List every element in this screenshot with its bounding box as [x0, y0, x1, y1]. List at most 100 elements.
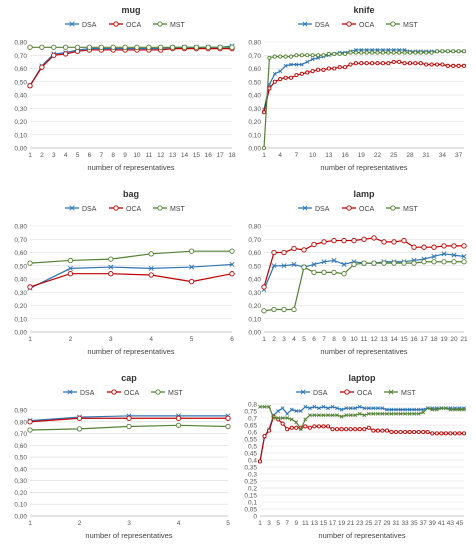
data-point-OCA: [339, 427, 344, 432]
x-tick-label: 1: [262, 336, 266, 343]
data-point-OCA: [310, 69, 315, 74]
data-point-MST: [412, 411, 417, 416]
x-tick-label: 1: [262, 152, 266, 159]
data-point-MST: [434, 49, 440, 54]
y-tick-label: 0,40: [248, 277, 261, 284]
data-point-OCA: [366, 425, 371, 430]
data-point-OCA: [456, 63, 461, 68]
data-point-DSA: [272, 71, 277, 76]
y-tick-label: 0,70: [14, 431, 27, 438]
x-tick-label: 25: [390, 152, 398, 159]
data-point-OCA: [126, 415, 132, 421]
data-point-DSA: [312, 404, 317, 409]
data-point-MST: [348, 413, 353, 418]
y-tick-label: 0,50: [248, 263, 261, 270]
data-point-MST: [375, 50, 380, 55]
series-OCA: [261, 235, 467, 290]
x-tick-label: 6: [230, 336, 234, 343]
data-point-OCA: [430, 431, 435, 436]
x-tick-label: 14: [181, 152, 189, 159]
chart-panel-laptop: laptop DSA OCA MST 00,050,10,150,20,250,30,3…: [244, 373, 467, 540]
data-point-MST: [146, 44, 152, 50]
series-OCA: [257, 414, 467, 464]
data-point-MST: [126, 423, 132, 430]
data-point-DSA: [403, 407, 407, 412]
data-point-OCA: [325, 424, 331, 429]
data-point-MST: [317, 413, 321, 418]
x-tick-label: 21: [460, 336, 468, 343]
data-point-MST: [421, 259, 427, 265]
data-point-OCA: [285, 427, 290, 432]
y-tick-label: 0,50: [14, 79, 27, 86]
data-point-DSA: [294, 409, 299, 413]
x-tick-label: 37: [455, 152, 463, 159]
data-point-OCA: [62, 51, 69, 57]
chart-title: mug: [122, 5, 141, 15]
series-line-MST: [263, 261, 464, 312]
y-tick-label: 0,6: [248, 430, 257, 437]
data-point-OCA: [421, 429, 426, 435]
data-point-OCA: [316, 67, 321, 72]
data-point-OCA: [412, 429, 417, 435]
data-point-OCA: [51, 52, 57, 58]
y-tick-label: 0,00: [14, 330, 27, 337]
data-point-MST: [371, 411, 376, 416]
data-point-MST: [108, 256, 114, 262]
y-tick-label: 0,80: [248, 224, 261, 231]
data-point-MST: [462, 407, 466, 412]
x-tick-label: 14: [390, 336, 398, 343]
data-point-DSA: [108, 264, 114, 270]
y-tick-label: 0,40: [14, 466, 27, 473]
y-tick-label: 0,70: [248, 53, 261, 60]
data-point-OCA: [307, 425, 312, 430]
data-point-MST: [148, 251, 154, 257]
legend: DSA OCA MST: [298, 21, 419, 29]
data-point-DSA: [380, 406, 385, 411]
x-tick-label: 35: [411, 520, 419, 527]
data-point-MST: [337, 51, 342, 56]
data-point-MST: [424, 50, 429, 55]
data-point-OCA: [375, 428, 380, 433]
chart-panel-lamp: lamp DSA OCA MST 0,00 0,10 0,20 0,30 0,40 0,50 0,6…: [248, 189, 468, 356]
data-point-MST: [62, 44, 69, 50]
data-point-MST: [74, 44, 81, 50]
data-point-OCA: [441, 243, 447, 249]
data-point-MST: [307, 413, 312, 418]
x-tick-label: 19: [440, 336, 448, 343]
y-tick-label: 0,40: [248, 93, 261, 100]
data-point-DSA: [321, 404, 326, 409]
data-point-DSA: [412, 407, 417, 412]
data-point-DSA: [416, 407, 421, 412]
x-tick-label: 7: [295, 152, 299, 159]
data-point-MST: [283, 54, 288, 59]
legend-marker-MST: [390, 21, 396, 27]
y-tick-label: 0,20: [14, 303, 27, 310]
x-tick-label: 7: [322, 336, 326, 343]
x-tick-label: 6: [312, 336, 316, 343]
data-point-MST: [451, 259, 457, 265]
data-point-OCA: [381, 239, 387, 245]
data-point-MST: [229, 44, 235, 50]
data-point-MST: [27, 260, 33, 266]
data-point-MST: [394, 411, 398, 416]
y-tick-label: 0,10: [248, 316, 261, 323]
legend-label-OCA: OCA: [357, 390, 373, 397]
x-tick-label: 2: [272, 336, 276, 343]
data-point-OCA: [299, 71, 304, 76]
data-point-OCA: [348, 62, 353, 67]
data-point-DSA: [310, 57, 315, 62]
data-point-OCA: [384, 428, 389, 433]
data-point-MST: [294, 53, 299, 58]
data-point-MST: [461, 49, 467, 54]
x-tick-label: 11: [302, 520, 309, 527]
data-point-OCA: [348, 427, 353, 432]
data-point-MST: [344, 413, 349, 418]
data-point-MST: [331, 269, 337, 276]
data-point-OCA: [418, 61, 423, 66]
legend-marker-MST: [155, 389, 161, 395]
data-point-OCA: [457, 431, 462, 436]
y-tick-label: 0,70: [14, 53, 27, 60]
legend: DSA OCA MST: [296, 389, 417, 397]
data-point-MST: [262, 404, 267, 409]
chart-panel-mug: mug DSA OCA MST 0,00 0,10 0,20 0,30 0,40 0,50 0,60…: [14, 5, 236, 172]
